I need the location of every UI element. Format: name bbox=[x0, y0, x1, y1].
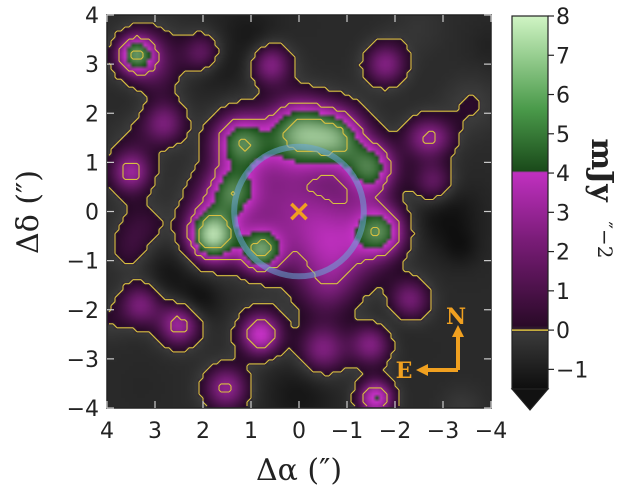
compass-north-label: N bbox=[446, 304, 466, 330]
colorbar-tick-label: 3 bbox=[556, 201, 570, 226]
colorbar-tick-label: 7 bbox=[556, 44, 570, 69]
einstein-ring bbox=[231, 143, 367, 280]
x-tick-label: −3 bbox=[427, 419, 459, 444]
y-tick-label: −1 bbox=[67, 250, 99, 275]
x-tick-label: 0 bbox=[292, 419, 306, 444]
colorbar: 8 7 6 5 4 3 2 1 0 −1 mJy ″−2 bbox=[510, 5, 619, 411]
y-tick-label: −3 bbox=[67, 348, 99, 373]
colorbar-tick-label: 1 bbox=[556, 280, 570, 305]
x-tick-label: −1 bbox=[331, 419, 363, 444]
lens-center-marker: × bbox=[286, 194, 311, 229]
x-tick-label: 3 bbox=[148, 419, 162, 444]
y-axis-label: Δδ (″) bbox=[11, 170, 46, 254]
y-tick-label: 1 bbox=[85, 151, 99, 176]
contour-lines bbox=[108, 22, 480, 407]
y-tick-label: 0 bbox=[85, 201, 99, 226]
y-tick-label: −4 bbox=[67, 397, 99, 422]
x-tick-label: 1 bbox=[244, 419, 258, 444]
contour-path bbox=[108, 22, 480, 407]
y-axis-ticks: 4 3 2 1 0 −1 −2 −3 −4 bbox=[67, 4, 491, 422]
x-tick-label: 2 bbox=[196, 419, 210, 444]
colorbar-tick-label: 6 bbox=[556, 84, 570, 109]
x-tick-label: −4 bbox=[475, 419, 507, 444]
y-tick-label: 2 bbox=[85, 102, 99, 127]
compass-east-label: E bbox=[396, 358, 413, 384]
colorbar-tick-label: 5 bbox=[556, 123, 570, 148]
colorbar-tick-label: −1 bbox=[556, 358, 588, 383]
colorbar-tick-label: 4 bbox=[556, 162, 570, 187]
x-axis-ticks: 4 3 2 1 0 −1 −2 −3 −4 bbox=[100, 15, 507, 444]
x-tick-label: −2 bbox=[379, 419, 411, 444]
x-axis-label: Δα (″) bbox=[256, 453, 342, 488]
colorbar-label: mJy bbox=[584, 138, 619, 203]
compass: N E bbox=[396, 304, 466, 384]
y-tick-label: −2 bbox=[67, 299, 99, 324]
colorbar-gradient bbox=[511, 15, 549, 390]
colorbar-tick-label: 8 bbox=[556, 5, 570, 30]
colorbar-tick-label: 2 bbox=[556, 241, 570, 266]
colorbar-label-exponent: ″−2 bbox=[593, 222, 617, 259]
plot-area: × bbox=[107, 15, 491, 408]
colorbar-ticks: 8 7 6 5 4 3 2 1 0 −1 bbox=[512, 5, 588, 383]
y-tick-label: 3 bbox=[85, 53, 99, 78]
x-tick-label: 4 bbox=[100, 419, 114, 444]
y-tick-label: 4 bbox=[85, 4, 99, 29]
colorbar-tick-label: 0 bbox=[556, 319, 570, 344]
colorbar-extend-triangle bbox=[510, 388, 550, 411]
